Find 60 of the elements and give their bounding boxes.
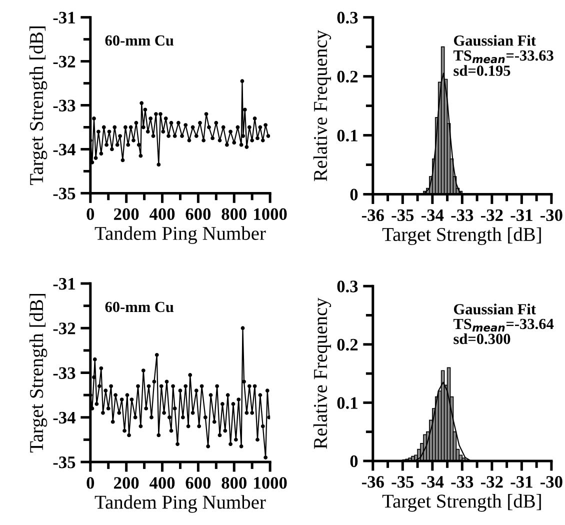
x-tick-label: -30	[540, 476, 562, 488]
x-tick-label: -35	[392, 476, 414, 488]
annotation: Gaussian Fit	[454, 304, 536, 314]
y-tick-label: 0	[350, 455, 358, 468]
x-tick-label: 600	[186, 208, 211, 220]
x-tick-label: -33	[451, 209, 474, 222]
x-tick-label: -30	[540, 209, 562, 222]
x-tick-label: 1000	[254, 477, 287, 489]
y-tick-label: 0.3	[337, 12, 358, 24]
x-tick-label: 400	[149, 208, 175, 220]
y-tick-label: -33	[53, 367, 76, 379]
x-tick-label: 0	[86, 477, 94, 489]
annotation: TS$_{mean}$=-33.63	[453, 50, 554, 64]
x-tick-label: -36	[362, 476, 384, 488]
y-tick-label: 0.2	[337, 338, 358, 351]
y-tick-label: -32	[53, 56, 76, 68]
y-tick-label: 0.1	[337, 397, 358, 409]
y-tick-label: -34	[53, 412, 76, 424]
x-tick-label: -31	[510, 209, 532, 222]
y-tick-label: 0.2	[337, 70, 358, 83]
y-tick-label: 0.1	[337, 130, 358, 142]
x-tick-label: -35	[392, 209, 414, 222]
annotation: 60-mm Cu	[105, 302, 174, 312]
annotation: Gaussian Fit	[454, 35, 536, 46]
y-tick-label: -31	[53, 278, 75, 290]
x-tick-label: -34	[421, 209, 444, 222]
y-axis-title: Relative Frequency	[313, 30, 332, 182]
x-tick-label: -32	[480, 476, 503, 488]
y-tick-label: -34	[53, 144, 76, 156]
annotation: sd=0.300	[454, 333, 510, 344]
x-axis-title: Target Strength [dB]	[382, 494, 541, 512]
x-tick-label: 800	[222, 477, 246, 489]
x-tick-label: 200	[114, 208, 139, 220]
y-tick-label: -35	[53, 456, 76, 468]
x-tick-label: 200	[114, 477, 139, 489]
annotation: 60-mm Cu	[105, 35, 174, 46]
x-tick-label: -34	[421, 476, 444, 488]
y-tick-label: -33	[53, 100, 76, 112]
x-axis-title: Target Strength [dB]	[382, 227, 541, 246]
y-axis-title: Target Strength [dB]	[29, 294, 48, 453]
x-tick-label: -33	[451, 476, 474, 488]
x-tick-label: 400	[149, 477, 175, 489]
annotation: TS$_{mean}$=-33.64	[453, 318, 554, 332]
y-tick-label: -35	[53, 188, 76, 200]
y-axis-title: Relative Frequency	[313, 298, 332, 449]
x-tick-label: 800	[222, 208, 246, 220]
x-tick-label: 0	[86, 208, 94, 220]
y-tick-label: 0	[350, 188, 358, 200]
x-axis-title: Tandem Ping Number	[94, 495, 266, 513]
y-tick-label: 0.3	[337, 280, 358, 292]
x-tick-label: -32	[480, 209, 503, 222]
y-tick-label: -32	[53, 322, 76, 334]
y-tick-label: -31	[53, 12, 75, 24]
annotation: sd=0.195	[454, 65, 510, 76]
x-axis-title: Tandem Ping Number	[94, 226, 266, 244]
y-axis-title: Target Strength [dB]	[29, 26, 48, 186]
x-tick-label: -36	[362, 209, 384, 222]
x-tick-label: 600	[186, 477, 211, 489]
x-tick-label: 1000	[254, 208, 287, 220]
x-tick-label: -31	[510, 476, 532, 488]
